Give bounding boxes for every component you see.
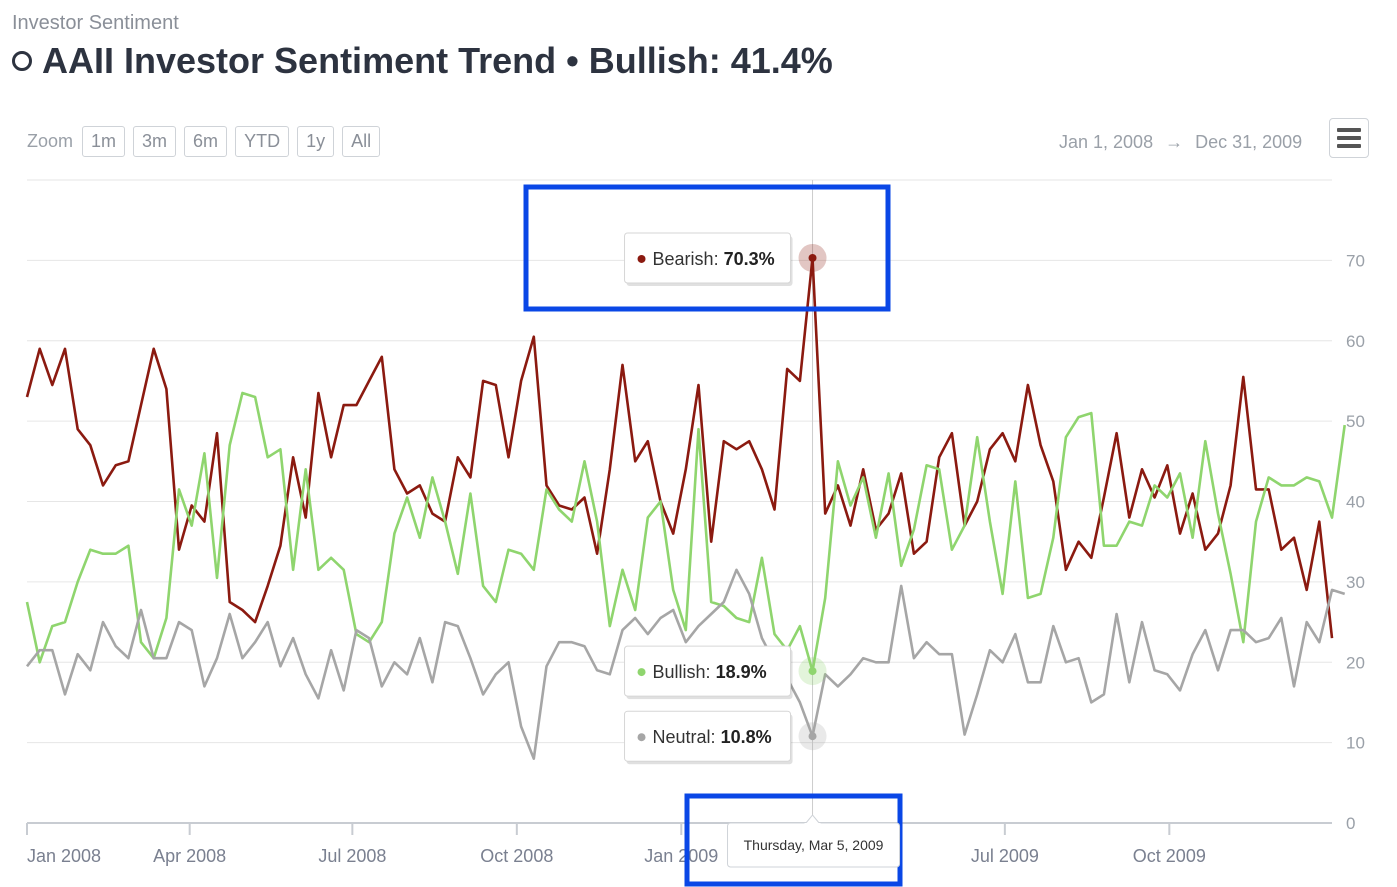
date-tooltip: Thursday, Mar 5, 2009 (727, 814, 901, 868)
hover-point-neutral (808, 732, 817, 741)
hamburger-menu-icon[interactable] (1329, 118, 1369, 158)
tooltip-text: Bullish: 18.9% (653, 662, 767, 682)
x-tick-label: Oct 2008 (480, 846, 553, 866)
tooltip-label: Bullish: (653, 662, 716, 682)
hover-point-bearish (808, 253, 817, 262)
tooltip-box (624, 710, 792, 762)
tooltip-box (624, 645, 792, 697)
chart-subtitle: Investor Sentiment (12, 12, 179, 34)
title-stat: Bullish: 41.4% (588, 40, 833, 81)
title-separator: • (566, 40, 579, 81)
tooltip-neutral: Neutral: 10.8% (624, 710, 793, 765)
y-tick-label: 0 (1346, 814, 1355, 833)
x-tick-label: Jul 2009 (971, 846, 1039, 866)
tooltip-dot (637, 254, 646, 263)
x-axis: Jan 2008 Apr 2008 Jul 2008 Oct 2008 Jan 2009… (26, 822, 1332, 866)
zoom-label: Zoom (27, 131, 74, 151)
y-tick-label: 50 (1346, 412, 1365, 431)
date-tooltip-pointer-mask (804, 823, 821, 826)
title-main: AAII Investor Sentiment Trend (42, 40, 557, 81)
highlight-box-bearish (523, 184, 891, 312)
tooltip-dot (637, 733, 646, 742)
zoom-1m-button[interactable]: 1m (82, 126, 126, 157)
range-arrow: → (1165, 132, 1184, 152)
zoom-3m-button[interactable]: 3m (133, 126, 177, 157)
date-tooltip-pointer (805, 814, 820, 824)
tooltip-bullish: Bullish: 18.9% (624, 645, 793, 700)
x-tick-label: Jan 2009 (644, 846, 718, 866)
tooltips: Bearish: 70.3% Bullish: 18.9% Neutral: 10.… (624, 232, 901, 868)
hover-markers (798, 243, 827, 751)
series-line-bearish (25, 256, 1334, 639)
tooltip-value: 10.8% (721, 727, 772, 747)
zoom-controls: Zoom 1m 3m 6m YTD 1y All (27, 126, 388, 157)
tooltip-value: 18.9% (716, 662, 767, 682)
y-tick-label: 30 (1346, 573, 1365, 592)
zoom-6m-button[interactable]: 6m (184, 126, 228, 157)
chart-title: AAII Investor Sentiment Trend • Bullish:… (12, 40, 833, 82)
zoom-all-button[interactable]: All (342, 126, 381, 157)
tooltip-label: Bearish: (653, 249, 724, 269)
x-tick-label: Jul 2008 (318, 846, 386, 866)
zoom-1y-button[interactable]: 1y (297, 126, 335, 157)
x-tick-label: Jan 2008 (27, 846, 101, 866)
date-tooltip-text: Thursday, Mar 5, 2009 (744, 837, 884, 853)
hover-point-bullish (808, 667, 817, 676)
zoom-ytd-button[interactable]: YTD (235, 126, 290, 157)
tooltip-text: Bearish: 70.3% (653, 249, 775, 269)
series-lines (25, 256, 1346, 761)
tooltip-value: 70.3% (724, 249, 775, 269)
y-axis-ticks: 0 10 20 30 40 50 60 70 (1346, 251, 1365, 833)
circle-icon (12, 51, 32, 71)
y-tick-label: 60 (1346, 332, 1365, 351)
range-to[interactable]: Dec 31, 2009 (1195, 132, 1303, 152)
date-range: Jan 1, 2008 → Dec 31, 2009 (1059, 132, 1302, 153)
y-tick-label: 10 (1346, 734, 1365, 753)
y-tick-label: 20 (1346, 653, 1365, 672)
x-tick-label: Oct 2009 (1133, 846, 1206, 866)
series-line-neutral (25, 568, 1346, 761)
tooltip-text: Neutral: 10.8% (653, 727, 772, 747)
y-tick-label: 40 (1346, 493, 1365, 512)
x-tick-label: Apr 2008 (153, 846, 226, 866)
tooltip-label: Neutral: (653, 727, 721, 747)
tooltip-bearish: Bearish: 70.3% (624, 232, 793, 286)
tooltip-dot (637, 668, 646, 677)
y-tick-label: 70 (1346, 251, 1365, 270)
tooltip-box (624, 232, 792, 284)
series-line-bullish (25, 391, 1346, 673)
range-from[interactable]: Jan 1, 2008 (1059, 132, 1154, 152)
